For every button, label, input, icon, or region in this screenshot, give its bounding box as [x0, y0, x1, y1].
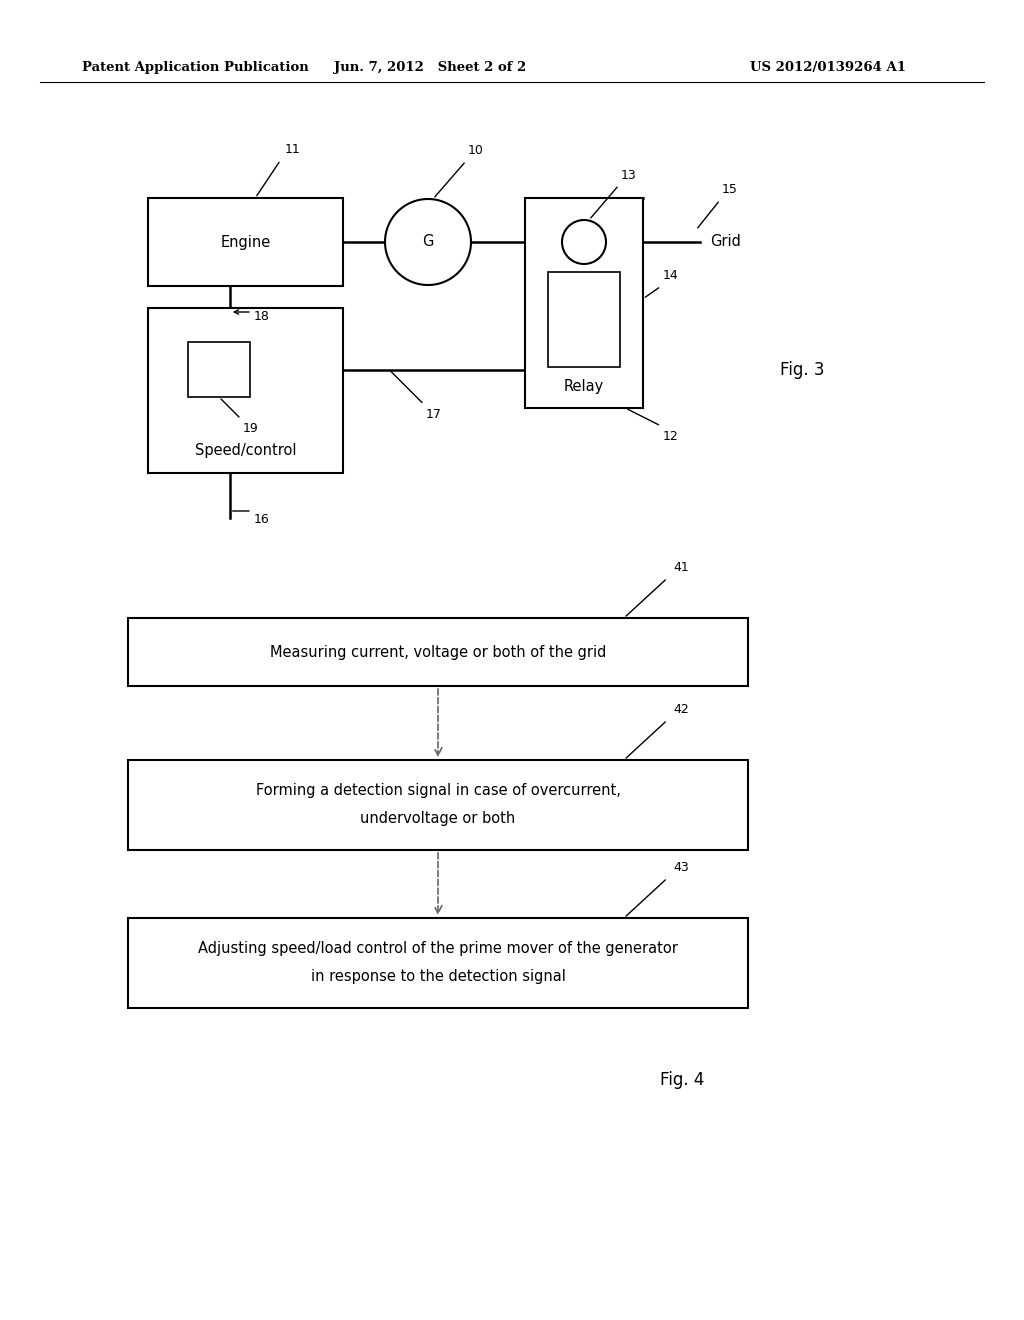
Text: G: G [422, 235, 434, 249]
Bar [188, 342, 250, 397]
Text: US 2012/0139264 A1: US 2012/0139264 A1 [750, 62, 906, 74]
Text: undervoltage or both: undervoltage or both [360, 812, 516, 826]
Text: Relay: Relay [564, 379, 604, 393]
Text: 15: 15 [722, 183, 738, 195]
Text: Measuring current, voltage or both of the grid: Measuring current, voltage or both of th… [269, 644, 606, 660]
Bar [548, 272, 620, 367]
Text: 13: 13 [621, 169, 637, 182]
Bar [128, 760, 748, 850]
Text: 14: 14 [663, 269, 679, 282]
Text: Jun. 7, 2012   Sheet 2 of 2: Jun. 7, 2012 Sheet 2 of 2 [334, 62, 526, 74]
Text: Forming a detection signal in case of overcurrent,: Forming a detection signal in case of ov… [256, 784, 621, 799]
Text: 43: 43 [674, 861, 689, 874]
Text: Adjusting speed/load control of the prime mover of the generator: Adjusting speed/load control of the prim… [198, 941, 678, 957]
Text: 16: 16 [254, 513, 269, 525]
Text: 11: 11 [285, 143, 300, 156]
Text: in response to the detection signal: in response to the detection signal [310, 969, 565, 985]
Text: 17: 17 [426, 408, 442, 421]
Text: 41: 41 [674, 561, 689, 574]
Text: Patent Application Publication: Patent Application Publication [82, 62, 309, 74]
Text: 19: 19 [243, 422, 259, 436]
Bar [148, 308, 343, 473]
Circle shape [562, 220, 606, 264]
Text: 12: 12 [663, 430, 679, 444]
Text: Fig. 4: Fig. 4 [660, 1071, 705, 1089]
Text: 10: 10 [468, 144, 484, 157]
Text: Speed/control: Speed/control [195, 444, 296, 458]
Bar [148, 198, 343, 286]
Bar [128, 618, 748, 686]
Text: 18: 18 [254, 310, 269, 323]
Bar [525, 198, 643, 408]
Circle shape [385, 199, 471, 285]
Text: 42: 42 [674, 704, 689, 715]
Text: Grid: Grid [710, 235, 741, 249]
Text: Fig. 3: Fig. 3 [780, 360, 824, 379]
Text: Engine: Engine [220, 235, 270, 249]
Bar [128, 917, 748, 1008]
